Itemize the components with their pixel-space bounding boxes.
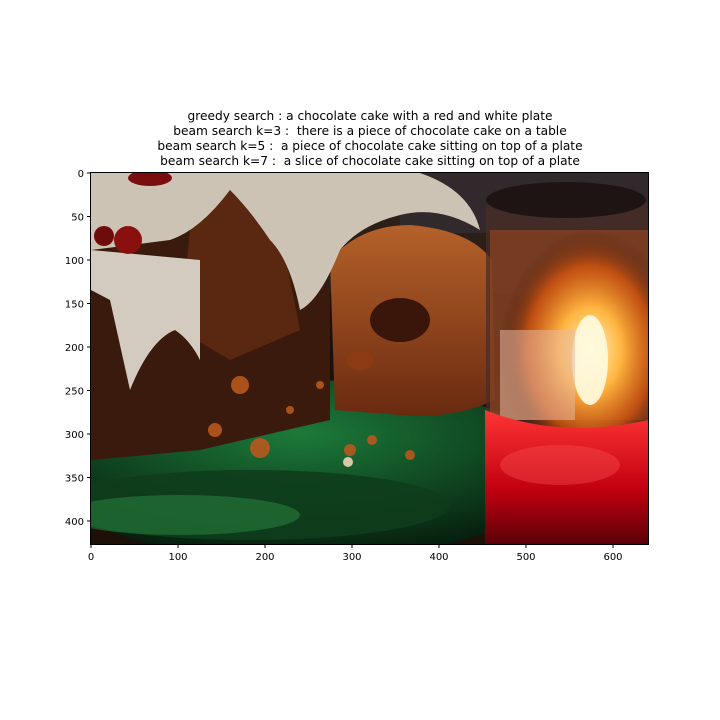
x-tick-label: 100 <box>168 552 187 563</box>
caption-block: greedy search : a chocolate cake with a … <box>0 109 720 169</box>
x-tick-label: 600 <box>603 552 622 563</box>
y-tick-label: 200 <box>65 343 84 354</box>
y-tick-label: 50 <box>71 213 84 224</box>
x-tick-label: 200 <box>255 552 274 563</box>
y-tick-label: 250 <box>65 387 84 398</box>
y-tick-label: 150 <box>65 300 84 311</box>
x-tick-label: 300 <box>342 552 361 563</box>
y-axis: 0 50 100 150 200 250 300 350 400 <box>65 169 91 528</box>
y-tick-label: 0 <box>78 169 84 180</box>
caption-beam-k3: beam search k=3 : there is a piece of ch… <box>173 124 567 138</box>
x-tick-label: 0 <box>88 552 94 563</box>
cake-photo <box>91 173 648 544</box>
caption-greedy: greedy search : a chocolate cake with a … <box>187 109 553 123</box>
caption-beam-k5: beam search k=5 : a piece of chocolate c… <box>157 139 583 153</box>
axes-frame <box>90 172 649 545</box>
x-tick-label: 400 <box>429 552 448 563</box>
y-tick-label: 400 <box>65 517 84 528</box>
y-tick-label: 300 <box>65 430 84 441</box>
x-axis: 0 100 200 300 400 500 600 <box>88 544 623 563</box>
caption-beam-k7: beam search k=7 : a slice of chocolate c… <box>160 154 580 168</box>
y-tick-label: 100 <box>65 256 84 267</box>
x-tick-label: 500 <box>516 552 535 563</box>
y-tick-label: 350 <box>65 474 84 485</box>
